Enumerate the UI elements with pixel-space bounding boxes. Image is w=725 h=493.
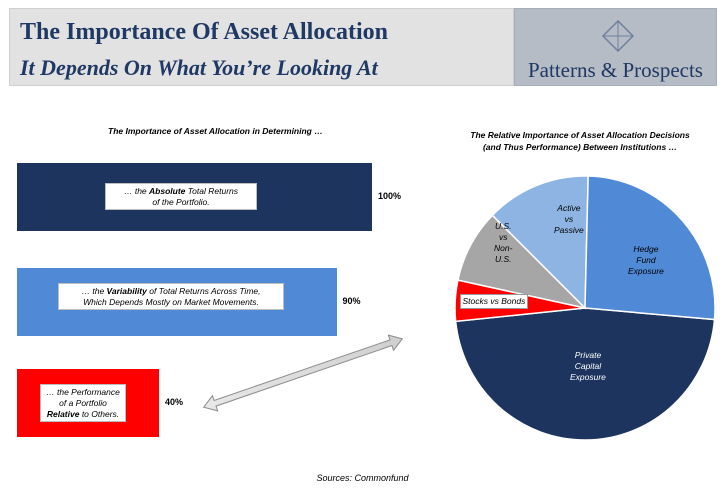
bar-value-label-2: 90% [342,296,361,306]
pie-label-4: Active vs Passive [554,202,584,235]
pie-title-line-1: The Relative Importance of Asset Allocat… [470,130,690,140]
bar-value-label-1: 100% [378,191,402,201]
bar-chart-title: The Importance of Asset Allocation in De… [108,126,323,136]
logo-text: Patterns & Prospects [528,58,703,82]
header-banner: The Importance Of Asset Allocation It De… [9,8,514,86]
pie-label-2: Stocks vs Bonds [459,293,529,309]
pie-slice-4 [491,175,589,310]
bar-value-label-3: 40% [165,397,184,407]
pie-label-5: Hedge Fund Exposure [628,243,664,276]
pie-chart-title: The Relative Importance of Asset Allocat… [450,129,710,153]
bar-label-1: … the Absolute Total Returns of the Portf… [105,183,257,210]
pie-slice-5 [584,175,716,321]
bar-label-2: … the Variability of Total Returns Acros… [58,283,284,310]
pie-label-1: Private Capital Exposure [570,349,606,382]
pie-title-line-2: (and Thus Performance) Between Instituti… [482,142,678,152]
diamond-icon [601,19,635,53]
sources-note: Sources: Commonfund [316,473,409,483]
page-title: The Importance Of Asset Allocation [20,19,388,45]
pie-slice-1 [454,307,716,441]
page-subtitle: It Depends On What You’re Looking At [20,55,378,80]
pie-label-3: U.S. vs Non- U.S. [494,221,513,264]
logo: Patterns & Prospects [514,8,717,86]
bar-label-3: … the Performance of a Portfolio Relative … [40,384,126,422]
